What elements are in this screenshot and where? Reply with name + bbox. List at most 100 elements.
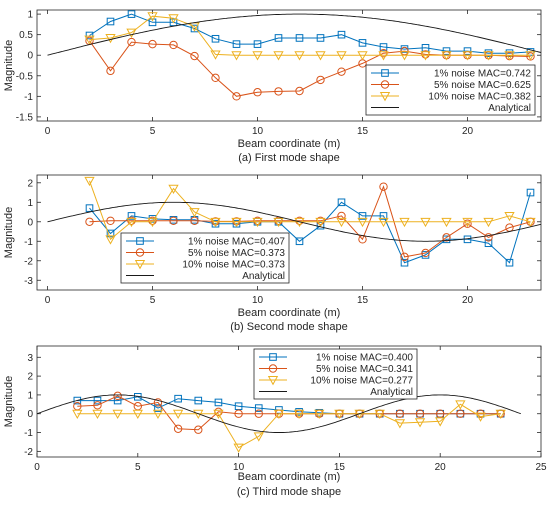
series-layer [47,10,541,101]
x-tick-label: 0 [34,462,40,473]
data-point-noise-10pct [357,217,368,228]
legend-marker-noise-5pct [268,364,278,373]
data-point-noise-10pct [441,51,452,61]
data-point-noise-5pct [295,86,304,96]
data-point-noise-1pct [274,34,283,42]
data-point-noise-5pct [337,67,346,76]
data-point-noise-5pct [379,182,388,191]
data-point-noise-10pct [147,12,158,22]
data-point-noise-5pct [463,219,472,228]
data-point-noise-1pct [337,30,346,39]
series-line-analytical [47,13,541,56]
data-point-noise-10pct [378,51,389,61]
series-line-analytical [37,394,521,433]
data-point-noise-10pct [374,409,385,420]
y-tick-label: -1 [24,92,33,103]
data-point-noise-5pct [484,233,493,242]
series-line-analytical [47,201,541,242]
legend-marker-noise-1pct [269,353,277,361]
legend-marker-noise-10pct [267,376,279,386]
x-tick-label: 20 [435,462,447,473]
legend-label-noise-5pct: 5% noise MAC=0.373 [188,248,285,259]
data-point-noise-10pct [273,409,285,420]
y-tick-label: 0 [27,409,33,420]
x-tick-label: 25 [535,462,547,473]
data-point-noise-5pct [316,216,325,226]
x-tick-label: 15 [334,462,346,473]
data-point-noise-5pct [106,66,115,76]
data-point-noise-10pct [172,409,184,420]
data-point-noise-10pct [525,217,536,228]
data-point-noise-5pct [127,37,136,47]
data-point-noise-5pct [442,233,451,242]
data-point-noise-10pct [394,419,406,429]
data-point-noise-10pct [126,28,137,38]
data-point-noise-10pct [334,409,345,420]
y-tick-label: -1 [24,428,33,439]
legend-label-noise-5pct: 5% noise MAC=0.341 [316,364,413,375]
data-point-noise-10pct [189,208,200,218]
x-tick-label: 15 [357,126,369,137]
legend-label-noise-5pct: 5% noise MAC=0.625 [434,80,531,91]
data-point-noise-10pct [253,432,264,442]
legend-label-analytical: Analytical [242,271,285,282]
panel-caption: (c) Third mode shape [237,486,341,498]
data-point-noise-10pct [483,51,494,61]
data-point-noise-10pct [315,217,326,228]
data-point-noise-5pct [337,211,346,221]
data-point-noise-5pct [106,216,115,226]
y-tick-label: -1 [24,237,33,248]
series-layer [37,391,521,453]
data-point-noise-1pct [400,258,409,267]
data-point-noise-10pct [147,217,158,228]
data-point-noise-1pct [358,212,367,220]
data-point-noise-10pct [210,50,221,60]
data-point-noise-10pct [357,51,368,61]
data-point-noise-5pct [113,391,122,401]
legend-marker-noise-5pct [135,248,145,257]
data-point-noise-10pct [336,51,347,61]
y-tick-label: -2 [24,447,33,458]
legend-marker-noise-1pct [381,69,389,77]
y-tick-label: 0 [27,217,33,228]
data-point-noise-10pct [252,51,263,61]
data-point-noise-10pct [483,217,494,228]
data-point-noise-5pct [395,409,405,418]
x-tick-label: 15 [357,295,369,306]
data-point-noise-1pct [526,188,535,197]
data-point-noise-10pct [336,217,347,228]
data-point-noise-5pct [234,409,243,418]
data-point-noise-1pct [174,394,182,403]
data-point-noise-5pct [253,216,262,226]
data-point-noise-10pct [504,211,515,222]
legend-marker-noise-1pct [136,237,144,245]
data-point-noise-1pct [505,258,514,267]
data-point-noise-1pct [234,402,243,411]
data-point-noise-10pct [233,443,244,453]
data-point-noise-10pct [84,176,95,187]
panel-caption: (b) Second mode shape [230,321,347,333]
data-point-noise-10pct [252,217,263,228]
data-point-noise-10pct [72,409,83,420]
x-tick-label: 0 [45,295,51,306]
legend-label-noise-10pct: 10% noise MAC=0.277 [310,376,413,387]
data-point-noise-10pct [92,409,103,420]
data-point-noise-5pct [190,51,199,61]
legend-label-noise-1pct: 1% noise MAC=0.400 [316,353,413,364]
data-point-noise-5pct [148,39,157,49]
data-point-noise-1pct [148,18,157,27]
data-point-noise-1pct [154,404,162,412]
data-point-noise-1pct [211,34,220,43]
series-line-noise-10pct [89,15,531,56]
data-point-noise-1pct [442,47,451,55]
data-point-noise-5pct [148,216,157,226]
y-tick-label: 0.5 [19,30,33,41]
x-axis-label: Beam coordinate (m) [238,138,341,150]
data-point-noise-1pct [337,198,346,207]
data-point-noise-1pct [379,43,388,51]
x-axis-label: Beam coordinate (m) [238,471,341,483]
data-point-noise-5pct [153,398,163,407]
